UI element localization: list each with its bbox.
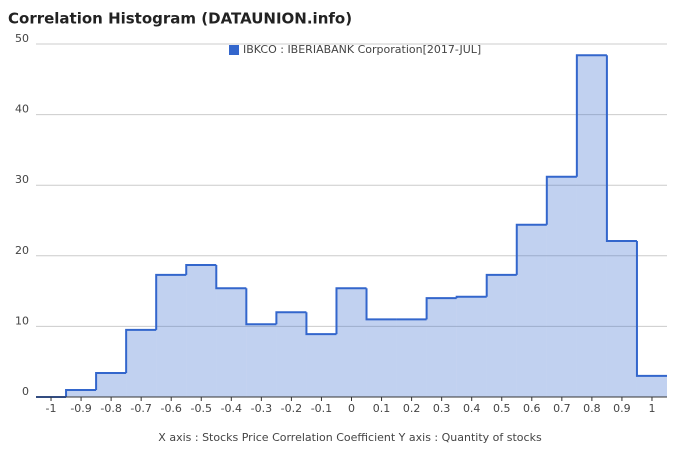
bar-outline	[245, 288, 277, 326]
legend-label: IBKCO : IBERIABANK Corporation[2017-JUL]	[243, 43, 481, 56]
bar-outline	[125, 328, 157, 373]
bar-outline	[545, 175, 577, 225]
x-tick-label: -0.7	[130, 402, 151, 415]
bar	[486, 274, 517, 397]
x-tick-label: -0.1	[311, 402, 332, 415]
x-tick-label: 0.5	[493, 402, 511, 415]
x-tick-label: 0.9	[613, 402, 631, 415]
x-tick-label: -0.6	[160, 402, 181, 415]
y-tick-label: 30	[15, 173, 29, 186]
y-tick-label: 20	[15, 244, 29, 257]
bar	[336, 288, 367, 397]
bar	[396, 319, 427, 397]
bar-outline	[335, 287, 367, 335]
bar	[246, 324, 277, 397]
bar	[456, 296, 487, 397]
bar	[516, 224, 547, 397]
bar-outline	[515, 223, 547, 275]
bar-outline	[155, 273, 187, 330]
bar	[306, 334, 337, 397]
bar	[366, 319, 397, 397]
bar-outline	[215, 264, 247, 290]
y-tick-label: 40	[15, 103, 29, 116]
x-tick-label: -0.8	[100, 402, 121, 415]
bar	[66, 389, 97, 397]
x-tick-label: -0.2	[281, 402, 302, 415]
bar	[186, 264, 217, 397]
x-axis-label: X axis : Stocks Price Correlation Coeffi…	[158, 431, 542, 444]
chart-title: Correlation Histogram (DATAUNION.info)	[8, 10, 352, 28]
bar-outline	[455, 295, 487, 299]
x-tick-label: -0.5	[191, 402, 212, 415]
x-tick-label: -0.4	[221, 402, 242, 415]
bar-outline	[95, 371, 127, 390]
y-tick-label: 50	[15, 32, 29, 45]
bar-outline	[65, 388, 97, 397]
bar-outline	[305, 312, 337, 336]
bar	[606, 240, 637, 397]
bar	[636, 375, 667, 397]
bar	[156, 274, 187, 397]
y-tick-label: 0	[22, 385, 29, 398]
x-tick-label: 0	[348, 402, 355, 415]
x-tick-label: 0.3	[433, 402, 451, 415]
x-tick-label: 0.4	[463, 402, 481, 415]
bar	[576, 55, 607, 398]
y-tick-label: 10	[15, 314, 29, 327]
bar-outline	[185, 263, 217, 275]
bar-outline	[575, 54, 607, 177]
x-tick-label: -0.3	[251, 402, 272, 415]
bar-outline	[275, 311, 307, 325]
bar-outline	[485, 273, 517, 297]
x-tick-label: 0.8	[583, 402, 601, 415]
bar	[546, 176, 577, 397]
x-tick-label: 1	[648, 402, 655, 415]
legend-swatch	[229, 45, 239, 55]
bar	[126, 329, 157, 397]
x-tick-label: -1	[46, 402, 57, 415]
bar-outline	[425, 297, 457, 320]
bar	[426, 298, 457, 397]
x-tick-label: -0.9	[70, 402, 91, 415]
x-tick-label: 0.6	[523, 402, 541, 415]
bar	[276, 312, 307, 397]
bar	[216, 288, 247, 397]
x-tick-label: 0.7	[553, 402, 571, 415]
x-tick-label: 0.1	[373, 402, 391, 415]
bar-outline	[365, 288, 397, 321]
bar-outline	[635, 240, 667, 377]
bar-outline	[605, 55, 637, 242]
bar	[96, 372, 127, 397]
x-tick-label: 0.2	[403, 402, 421, 415]
